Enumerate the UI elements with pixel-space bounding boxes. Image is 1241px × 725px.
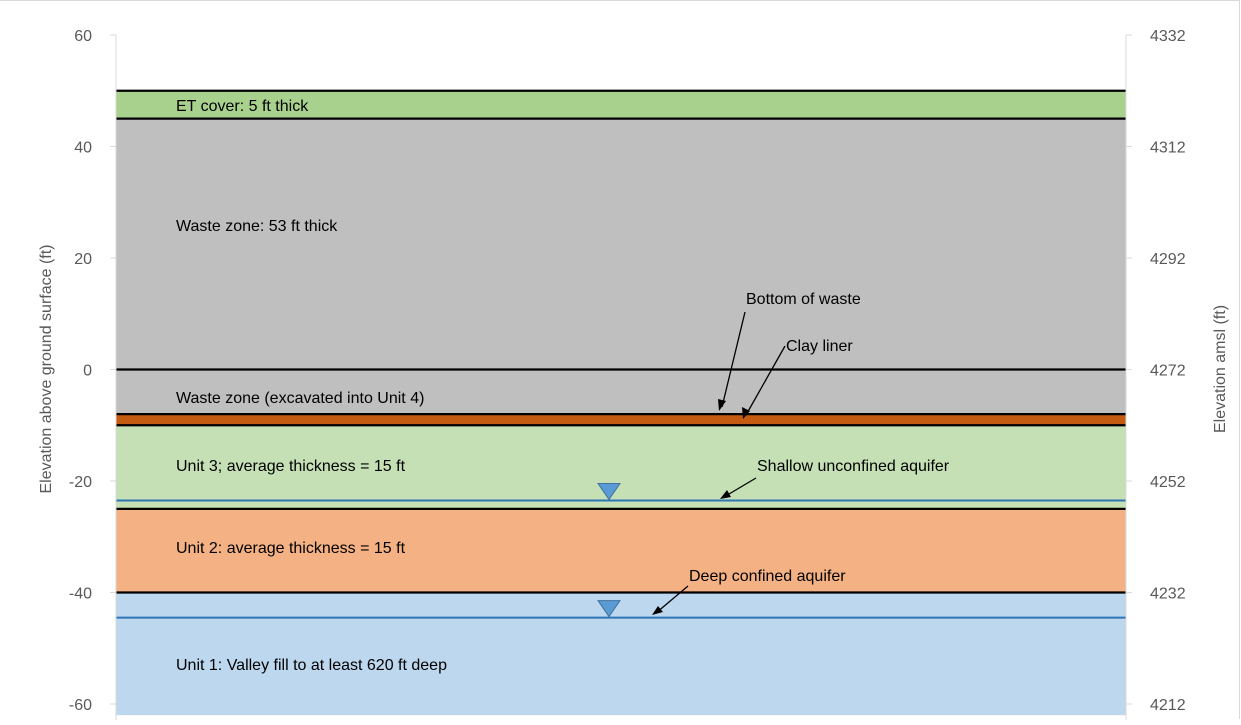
- left-tick-label: -60: [69, 697, 92, 714]
- deep-aquifer-annotation: Deep confined aquifer: [689, 568, 846, 585]
- right-tick-label: 4312: [1150, 140, 1186, 157]
- et-cover-layer: [116, 90, 1126, 119]
- bottom-of-waste-annotation: Bottom of waste: [746, 291, 861, 308]
- shallow-aquifer-arrow: [723, 477, 757, 498]
- deep-water-table-icon: [597, 600, 621, 618]
- unit-3-layer: [116, 425, 1126, 509]
- unit-2-label: Unit 2: average thickness = 15 ft: [176, 540, 406, 557]
- right-tick-label: 4232: [1150, 586, 1186, 603]
- et-cover-label: ET cover: 5 ft thick: [176, 98, 309, 115]
- left-tick-label: -20: [69, 474, 92, 491]
- waste-zone-layer: [116, 118, 1126, 370]
- right-axis-title: Elevation amsl (ft): [1212, 305, 1229, 433]
- waste-zone-unit4-label: Waste zone (excavated into Unit 4): [176, 390, 424, 407]
- left-axis-title: Elevation above ground surface (ft): [38, 244, 55, 493]
- waste-zone-unit4-layer: [116, 369, 1126, 415]
- clay-liner-layer: [116, 414, 1126, 426]
- deep-aquifer-arrowhead: [652, 606, 663, 615]
- shallow-aquifer-annotation: Shallow unconfined aquifer: [757, 458, 950, 475]
- left-tick-label: -40: [69, 586, 92, 603]
- unit-1-label: Unit 1: Valley fill to at least 620 ft d…: [176, 657, 447, 674]
- shallow-aquifer-arrowhead: [720, 490, 731, 499]
- left-tick-label: 40: [74, 140, 92, 157]
- deep-aquifer-arrow: [655, 585, 689, 614]
- bottom-of-waste-arrowhead: [718, 399, 726, 411]
- bottom-of-waste-arrow: [721, 311, 746, 408]
- unit-2-layer: [116, 508, 1126, 593]
- left-tick-label: 20: [74, 251, 92, 268]
- right-tick-label: 4212: [1150, 697, 1186, 714]
- clay-liner-arrowhead: [742, 407, 750, 419]
- unit-3-label: Unit 3; average thickness = 15 ft: [176, 458, 406, 475]
- clay-liner-arrow: [745, 345, 786, 416]
- right-tick-label: 4332: [1150, 28, 1186, 45]
- right-tick-label: 4272: [1150, 363, 1186, 380]
- left-tick-label: 60: [74, 28, 92, 45]
- waste-zone-label: Waste zone: 53 ft thick: [176, 218, 338, 235]
- unit-1-layer: [116, 592, 1126, 716]
- left-tick-label: 0: [83, 363, 92, 380]
- clay-liner-annotation: Clay liner: [786, 338, 853, 355]
- right-tick-label: 4252: [1150, 474, 1186, 491]
- shallow-water-table-icon: [597, 483, 621, 501]
- right-tick-label: 4292: [1150, 251, 1186, 268]
